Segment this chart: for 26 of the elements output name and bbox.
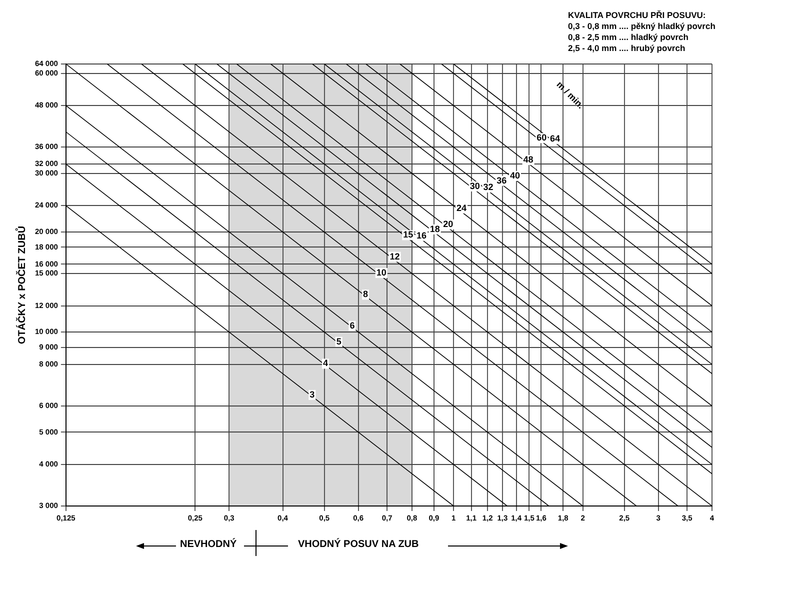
- series-label: 6: [350, 320, 355, 330]
- series-label: 40: [510, 170, 520, 180]
- series-label: 10: [376, 267, 386, 278]
- series-label: 5: [336, 336, 342, 346]
- series-label: 15: [403, 230, 414, 240]
- series-label: 3: [310, 389, 315, 400]
- series-label: 16: [416, 230, 426, 240]
- text: 2,5 - 4,0 mm .... hrubý povrch: [568, 43, 686, 54]
- series-label: 64: [550, 134, 560, 144]
- series-label: 36: [496, 175, 507, 186]
- y-axis-title: OTÁČKY x POČET ZUBŮ: [14, 226, 28, 344]
- series-label: 20: [443, 218, 454, 229]
- series-label: 12: [390, 251, 400, 262]
- series-label: 24: [456, 202, 467, 213]
- text: 0,3 - 0,8 mm .... pěkný hladký povrch: [568, 21, 716, 32]
- series-label: 48: [523, 154, 534, 165]
- series-label: 60: [536, 132, 547, 143]
- series-label: 8: [363, 289, 368, 300]
- text: KVALITA POVRCHU PŘI POSUVU:: [568, 10, 707, 21]
- text: VHODNÝ POSUV NA ZUB: [298, 539, 419, 550]
- text: 0,8 - 2,5 mm .... hladký povrch: [568, 32, 690, 43]
- series-label: 30: [470, 180, 480, 191]
- series-label: 4: [322, 358, 328, 368]
- series-label: 18: [430, 224, 440, 234]
- text: NEVHODNÝ: [180, 539, 237, 550]
- series-label: 32: [483, 182, 494, 192]
